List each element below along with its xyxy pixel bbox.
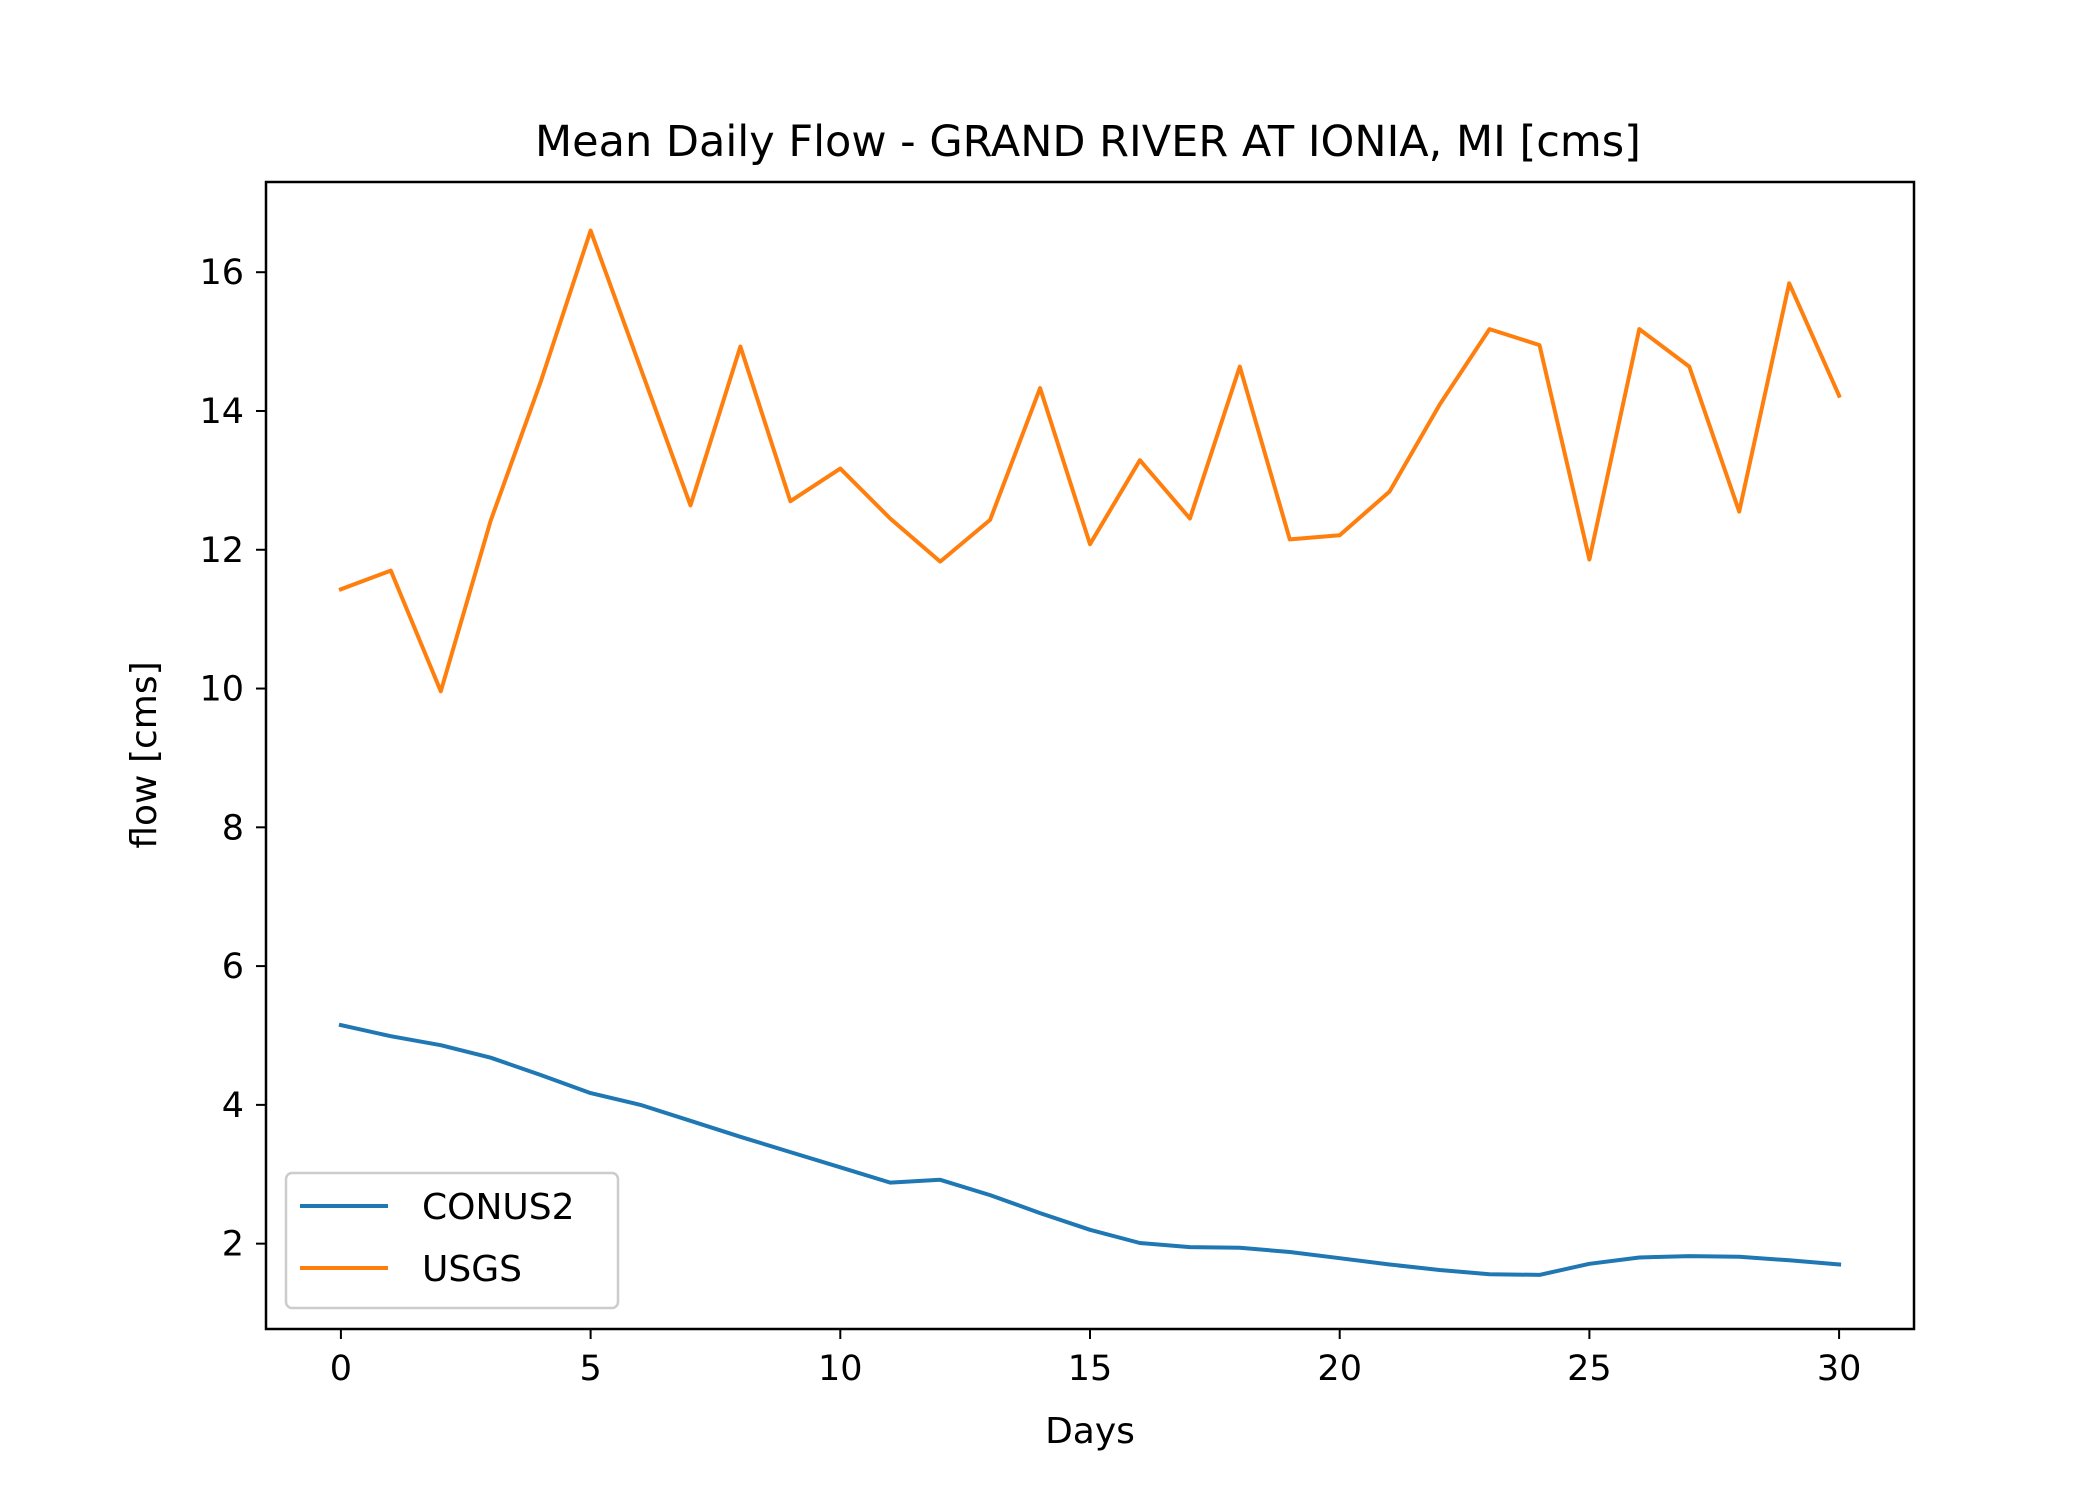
x-tick-label: 20 xyxy=(1317,1349,1362,1389)
y-tick-label: 14 xyxy=(199,392,244,432)
series-line-usgs xyxy=(338,228,1842,694)
plot-series xyxy=(338,228,1842,1277)
x-tick-label: 0 xyxy=(330,1349,352,1389)
x-tick-label: 10 xyxy=(818,1349,863,1389)
x-axis-label: Days xyxy=(1045,1411,1135,1452)
y-ticks: 2 4 6 8 10 12 14 16 xyxy=(199,253,266,1265)
plot-area-frame xyxy=(264,180,1916,1331)
y-tick-label: 16 xyxy=(199,253,244,293)
series-line-conus2 xyxy=(338,1022,1842,1277)
y-tick-label: 2 xyxy=(222,1225,244,1265)
x-tick-label: 30 xyxy=(1817,1349,1862,1389)
y-tick-label: 10 xyxy=(199,670,244,710)
x-ticks: 0 5 10 15 20 25 30 xyxy=(330,1329,1862,1389)
y-tick-label: 8 xyxy=(222,808,244,848)
y-tick-label: 12 xyxy=(199,531,244,571)
x-tick-label: 5 xyxy=(579,1349,601,1389)
x-tick-label: 15 xyxy=(1068,1349,1113,1389)
legend-label-conus2: CONUS2 xyxy=(422,1187,575,1228)
legend: CONUS2 USGS xyxy=(284,1171,620,1310)
chart-title: Mean Daily Flow - GRAND RIVER AT IONIA, … xyxy=(535,117,1641,167)
legend-label-usgs: USGS xyxy=(422,1249,522,1290)
y-axis-label: flow [cms] xyxy=(124,661,165,848)
y-tick-label: 4 xyxy=(222,1086,244,1126)
y-tick-label: 6 xyxy=(222,947,244,987)
x-tick-label: 25 xyxy=(1567,1349,1612,1389)
